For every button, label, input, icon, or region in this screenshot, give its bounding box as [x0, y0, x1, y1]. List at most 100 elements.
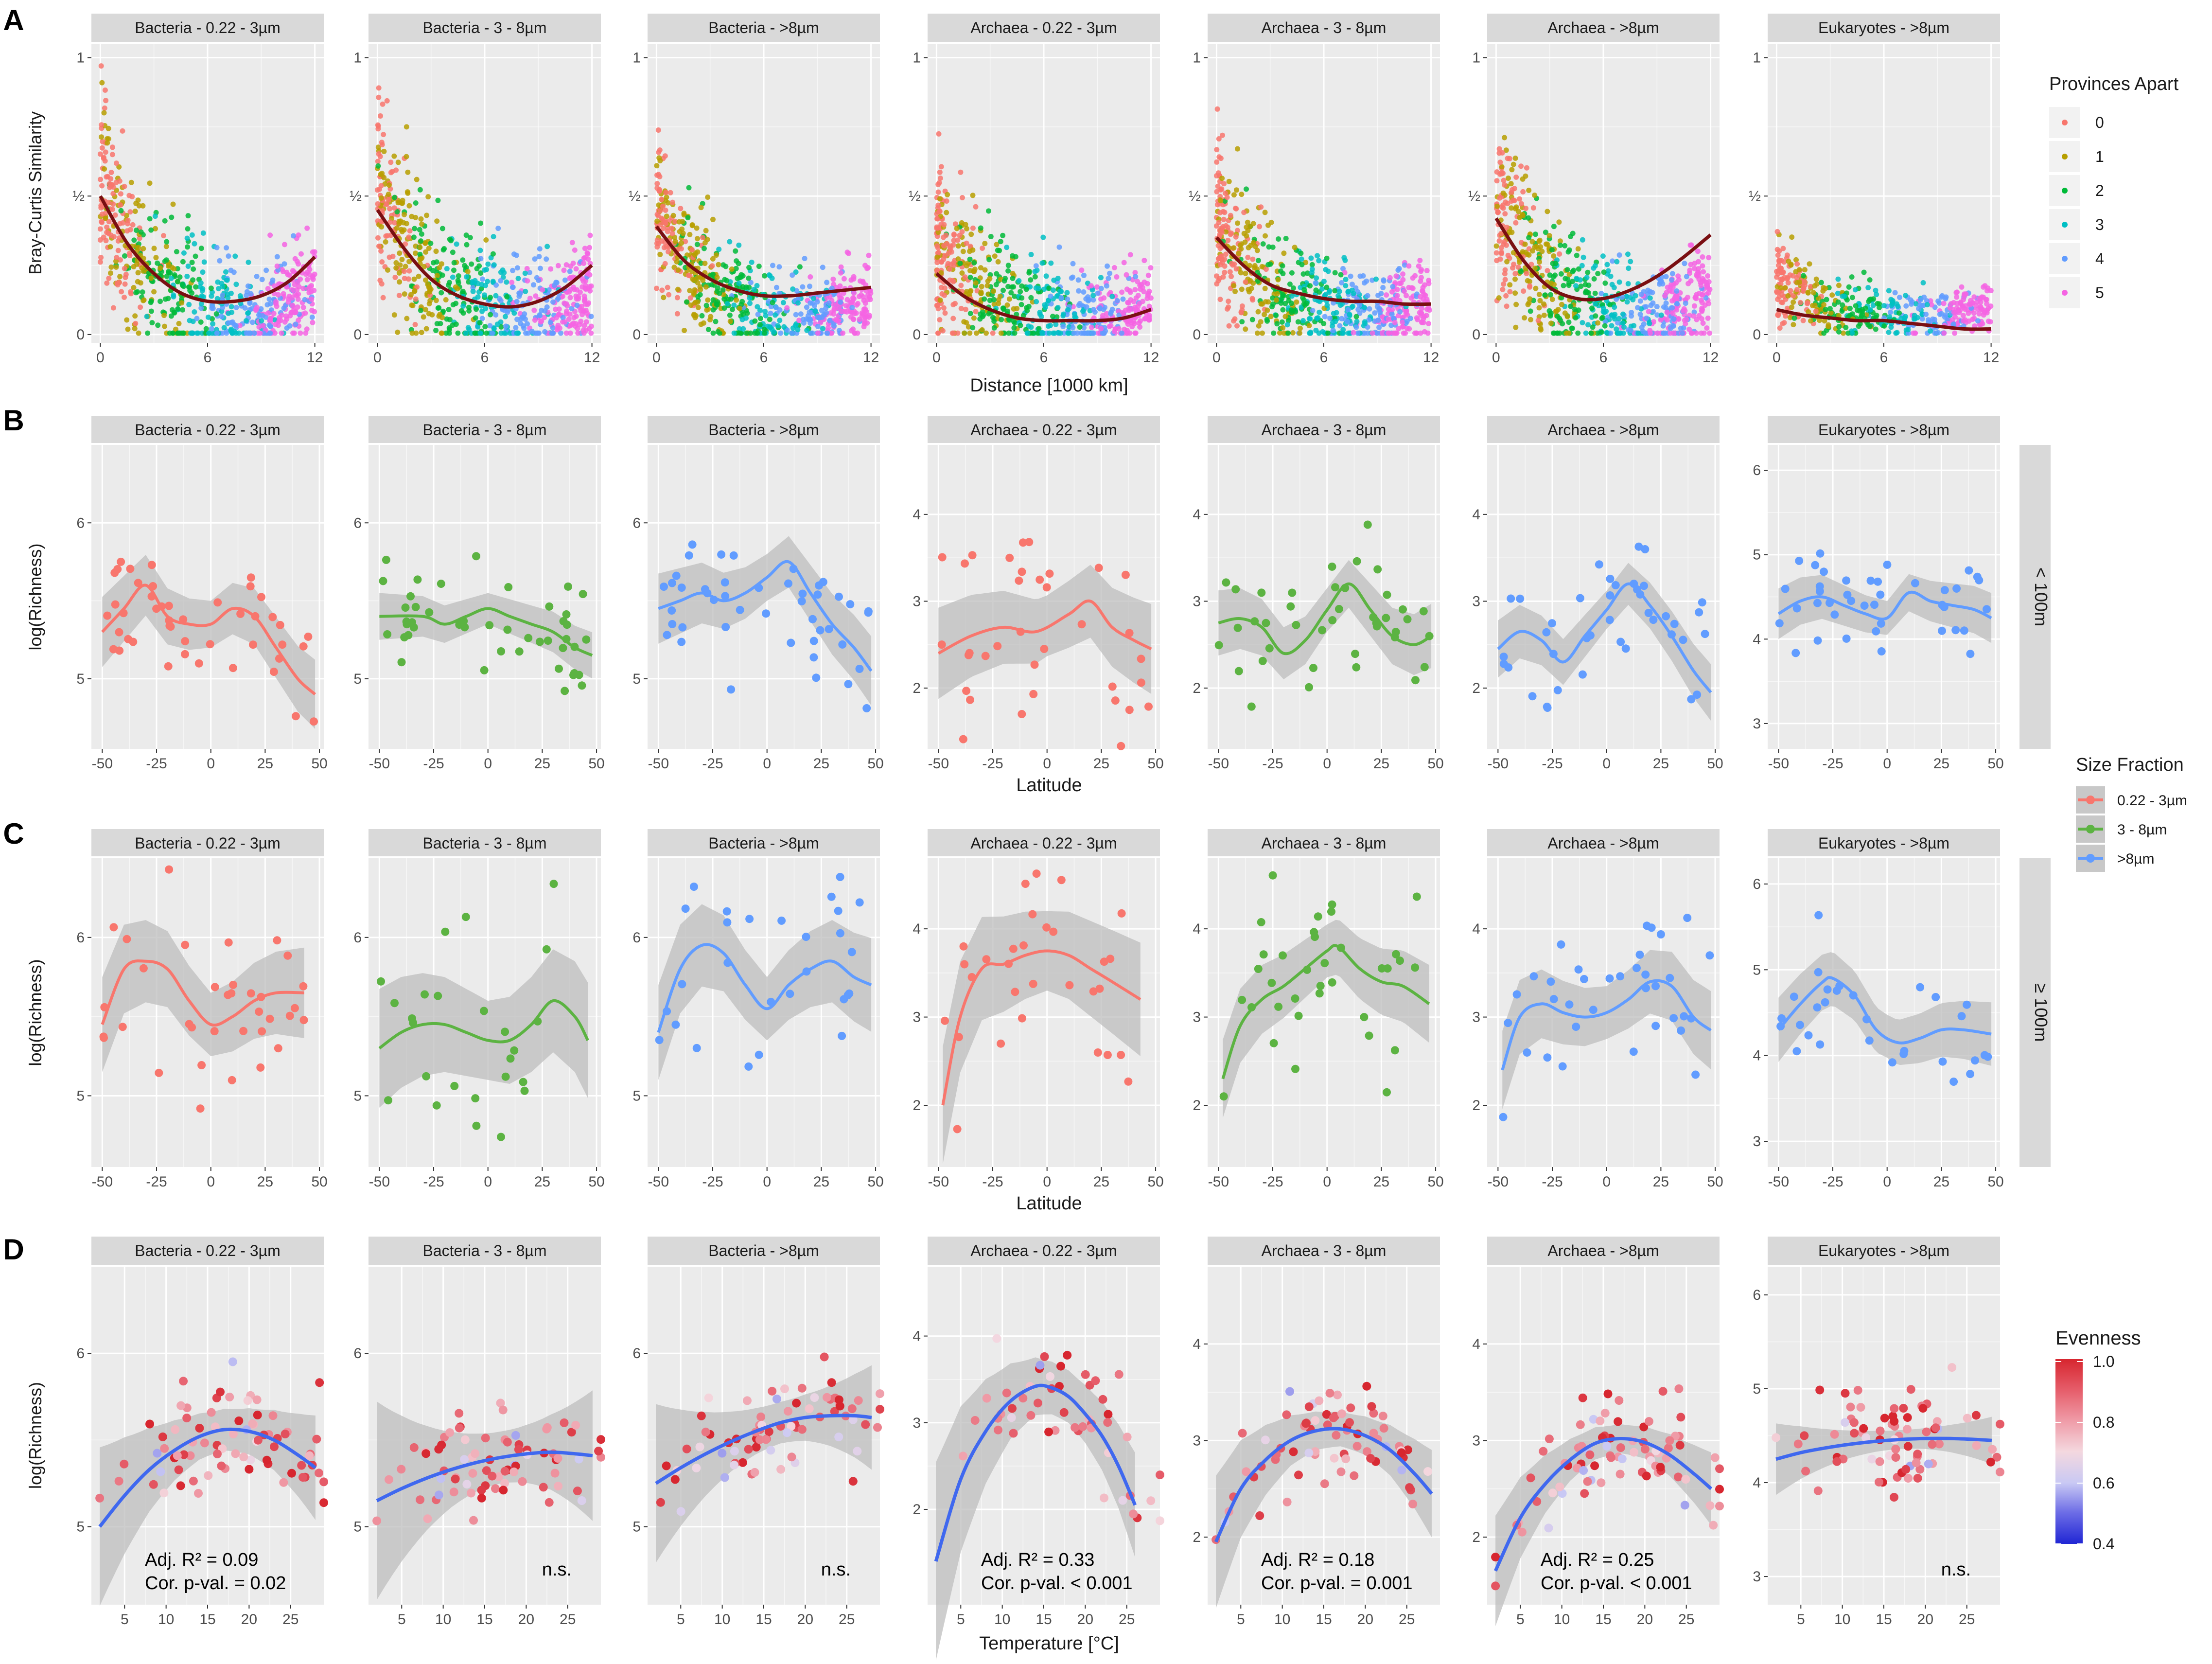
data-point	[1527, 296, 1533, 302]
data-point	[507, 330, 513, 336]
data-point	[482, 267, 488, 273]
data-point	[126, 193, 132, 198]
data-point	[1912, 316, 1918, 322]
data-point	[310, 717, 318, 726]
data-point	[117, 235, 122, 241]
data-point	[1971, 294, 1977, 300]
data-point	[1846, 284, 1852, 290]
x-tick-label: 25	[257, 756, 273, 772]
data-point	[511, 251, 517, 257]
data-point	[1412, 330, 1418, 336]
data-point	[1951, 321, 1957, 327]
data-point	[390, 253, 396, 259]
data-point	[378, 172, 384, 177]
data-point	[971, 315, 977, 321]
data-point	[1135, 293, 1141, 299]
data-point	[450, 249, 456, 255]
data-point	[1564, 267, 1570, 273]
data-point	[99, 183, 105, 189]
data-point	[376, 94, 382, 100]
data-point	[245, 283, 251, 289]
data-point	[686, 185, 692, 191]
data-point	[728, 296, 734, 302]
data-point	[1325, 330, 1331, 336]
data-point	[570, 260, 576, 266]
data-point	[1580, 237, 1585, 243]
data-point	[97, 237, 103, 243]
data-point	[1580, 320, 1585, 326]
data-point	[943, 232, 949, 238]
data-point	[1402, 288, 1407, 294]
data-point	[421, 314, 426, 320]
data-point	[774, 284, 779, 290]
data-point	[179, 282, 185, 287]
data-point	[795, 300, 801, 306]
data-point	[490, 251, 496, 257]
data-point	[677, 229, 683, 234]
data-point	[1233, 266, 1239, 272]
data-point	[1034, 299, 1039, 304]
data-point	[582, 296, 588, 302]
data-point	[561, 267, 567, 273]
data-point	[1255, 258, 1261, 264]
data-point	[478, 270, 484, 276]
data-point	[1061, 311, 1066, 317]
data-point	[834, 318, 840, 323]
data-point	[1584, 275, 1590, 281]
data-point	[425, 282, 431, 287]
data-point	[1941, 301, 1947, 306]
data-point	[1788, 262, 1794, 268]
data-point	[661, 295, 667, 301]
data-point	[114, 280, 120, 286]
data-point	[1959, 284, 1965, 290]
data-point	[1512, 276, 1518, 282]
data-point	[1112, 326, 1118, 332]
data-point	[220, 284, 226, 290]
data-point	[1424, 268, 1430, 273]
data-point	[498, 324, 504, 330]
data-point	[300, 304, 306, 310]
data-point	[174, 249, 179, 255]
x-tick-label: 6	[204, 350, 212, 366]
data-point	[197, 284, 203, 290]
data-point	[1089, 330, 1095, 336]
data-point	[1234, 323, 1240, 329]
data-point	[1774, 274, 1780, 280]
y-tick-label: ½	[72, 188, 85, 204]
data-point	[454, 241, 459, 247]
data-point	[1526, 215, 1531, 221]
data-point	[1343, 277, 1349, 283]
data-point	[841, 276, 847, 282]
facet-title: Eukaryotes - >8µm	[1818, 19, 1949, 36]
data-point	[934, 216, 940, 222]
data-point	[453, 301, 459, 306]
data-point	[386, 182, 392, 188]
data-point	[1114, 298, 1120, 303]
data-point	[395, 329, 401, 335]
data-point	[587, 232, 593, 238]
data-point	[849, 305, 855, 310]
data-point	[1001, 287, 1006, 293]
data-point	[503, 323, 509, 329]
data-point	[393, 260, 399, 266]
data-point	[1406, 326, 1412, 332]
data-point	[746, 275, 752, 281]
data-point	[180, 259, 186, 265]
data-point	[1645, 287, 1651, 293]
data-point	[807, 283, 812, 289]
data-point	[463, 330, 469, 336]
data-point	[770, 263, 775, 268]
data-point	[213, 311, 219, 317]
data-point	[1012, 330, 1018, 336]
data-point	[125, 326, 131, 332]
data-point	[478, 286, 484, 291]
data-point	[394, 209, 400, 214]
data-point	[249, 319, 255, 325]
data-point	[1648, 302, 1654, 308]
data-point	[433, 248, 439, 254]
data-point	[1231, 283, 1237, 289]
data-point	[967, 311, 973, 317]
